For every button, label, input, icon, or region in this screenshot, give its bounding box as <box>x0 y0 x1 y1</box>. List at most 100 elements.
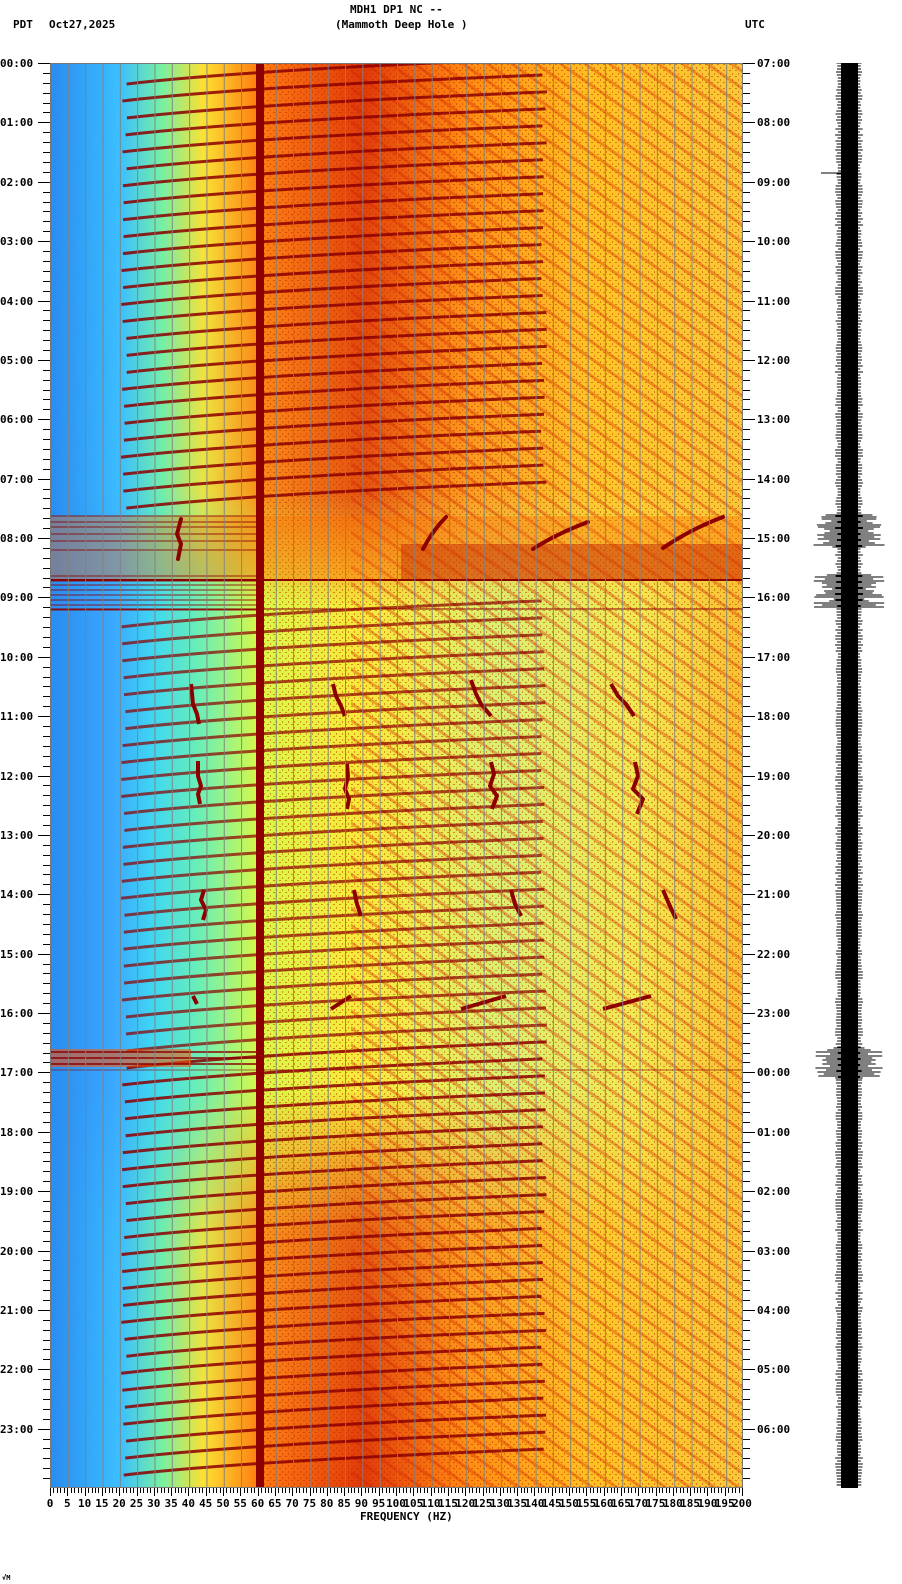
left-minor-tick <box>43 617 50 618</box>
left-minor-tick <box>43 964 50 965</box>
right-major-tick <box>743 954 755 955</box>
left-minor-tick <box>43 558 50 559</box>
right-major-tick <box>743 1251 755 1252</box>
x-minor-tick <box>299 1488 300 1493</box>
left-minor-tick <box>43 1389 50 1390</box>
x-minor-tick <box>71 1488 72 1493</box>
x-minor-tick <box>510 1488 511 1493</box>
x-major-tick <box>258 1488 259 1496</box>
left-minor-tick <box>43 706 50 707</box>
left-major-tick <box>38 1072 50 1073</box>
x-minor-tick <box>261 1488 262 1493</box>
x-minor-tick <box>700 1488 701 1493</box>
x-minor-tick <box>123 1488 124 1493</box>
right-minor-tick <box>743 1152 750 1153</box>
right-minor-tick <box>743 1260 750 1261</box>
right-minor-tick <box>743 459 750 460</box>
right-minor-tick <box>743 1221 750 1222</box>
x-minor-tick <box>372 1488 373 1493</box>
x-minor-tick <box>320 1488 321 1493</box>
right-minor-tick <box>743 874 750 875</box>
right-major-tick <box>743 716 755 717</box>
left-minor-tick <box>43 587 50 588</box>
x-major-tick <box>604 1488 605 1496</box>
left-minor-tick <box>43 855 50 856</box>
station-title: MDH1 DP1 NC -- <box>350 4 443 16</box>
left-minor-tick <box>43 1320 50 1321</box>
x-minor-tick <box>600 1488 601 1493</box>
x-minor-tick <box>521 1488 522 1493</box>
left-major-tick <box>38 122 50 123</box>
x-minor-tick <box>164 1488 165 1493</box>
right-minor-tick <box>743 1112 750 1113</box>
left-minor-tick <box>43 667 50 668</box>
x-major-tick <box>292 1488 293 1496</box>
left-minor-tick <box>43 944 50 945</box>
x-minor-tick <box>687 1488 688 1493</box>
left-time-label: 22:00 <box>0 1363 33 1376</box>
right-minor-tick <box>743 261 750 262</box>
x-minor-tick <box>354 1488 355 1493</box>
x-major-tick <box>154 1488 155 1496</box>
right-major-tick <box>743 597 755 598</box>
x-minor-tick <box>389 1488 390 1493</box>
x-major-tick <box>534 1488 535 1496</box>
right-minor-tick <box>743 390 750 391</box>
x-major-tick <box>690 1488 691 1496</box>
left-minor-tick <box>43 142 50 143</box>
x-minor-tick <box>424 1488 425 1493</box>
right-major-tick <box>743 1429 755 1430</box>
left-minor-tick <box>43 489 50 490</box>
x-minor-tick <box>493 1488 494 1493</box>
left-major-tick <box>38 1191 50 1192</box>
frequency-tick-label: 45 <box>199 1497 212 1510</box>
x-major-tick <box>569 1488 570 1496</box>
left-minor-tick <box>43 409 50 410</box>
x-minor-tick <box>334 1488 335 1493</box>
right-minor-tick <box>743 1349 750 1350</box>
left-minor-tick <box>43 271 50 272</box>
right-minor-tick <box>743 944 750 945</box>
x-major-tick <box>119 1488 120 1496</box>
x-minor-tick <box>489 1488 490 1493</box>
right-minor-tick <box>743 677 750 678</box>
x-minor-tick <box>420 1488 421 1493</box>
left-minor-tick <box>43 1023 50 1024</box>
x-minor-tick <box>351 1488 352 1493</box>
frequency-tick-label: 75 <box>303 1497 316 1510</box>
left-minor-tick <box>43 1468 50 1469</box>
right-minor-tick <box>743 558 750 559</box>
x-minor-tick <box>649 1488 650 1493</box>
left-time-label: 12:00 <box>0 770 33 783</box>
left-major-tick <box>38 419 50 420</box>
left-major-tick <box>38 657 50 658</box>
x-major-tick <box>431 1488 432 1496</box>
left-minor-tick <box>43 449 50 450</box>
right-minor-tick <box>743 1043 750 1044</box>
x-minor-tick <box>458 1488 459 1493</box>
right-minor-tick <box>743 1379 750 1380</box>
right-minor-tick <box>743 211 750 212</box>
left-time-label: 16:00 <box>0 1007 33 1020</box>
x-minor-tick <box>659 1488 660 1493</box>
left-time-label: 00:00 <box>0 57 33 70</box>
right-minor-tick <box>743 647 750 648</box>
right-minor-tick <box>743 162 750 163</box>
right-minor-tick <box>743 370 750 371</box>
x-minor-tick <box>607 1488 608 1493</box>
x-minor-tick <box>60 1488 61 1493</box>
x-minor-tick <box>178 1488 179 1493</box>
left-time-label: 05:00 <box>0 354 33 367</box>
right-time-label: 00:00 <box>757 1066 790 1079</box>
x-minor-tick <box>728 1488 729 1493</box>
left-minor-tick <box>43 1330 50 1331</box>
left-minor-tick <box>43 469 50 470</box>
right-time-label: 09:00 <box>757 176 790 189</box>
left-minor-tick <box>43 132 50 133</box>
left-major-tick <box>38 182 50 183</box>
frequency-tick-label: 60 <box>251 1497 264 1510</box>
frequency-tick-label: 80 <box>320 1497 333 1510</box>
left-minor-tick <box>43 845 50 846</box>
right-minor-tick <box>743 1389 750 1390</box>
spectrogram-plot <box>50 63 743 1488</box>
